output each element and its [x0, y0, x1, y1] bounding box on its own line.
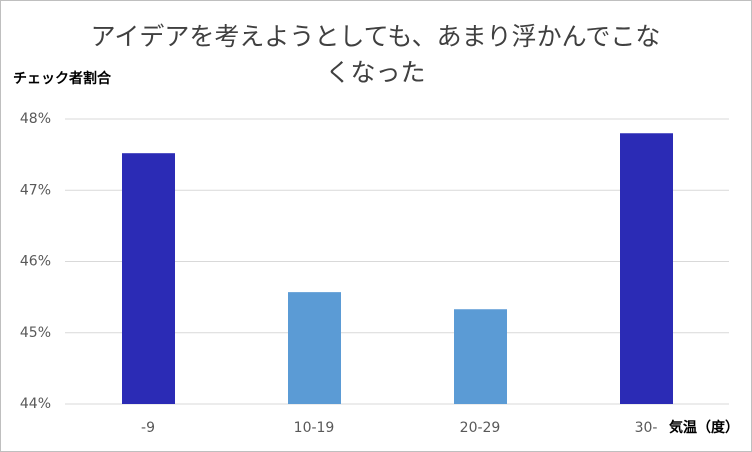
y-tick-label: 45%: [20, 325, 51, 341]
x-axis-label: 気温（度）: [669, 419, 739, 436]
x-tick-label: 30-: [635, 420, 658, 436]
x-tick-label: -9: [141, 420, 155, 436]
y-tick-label: 46%: [20, 254, 51, 270]
x-tick-label: 10-19: [294, 420, 335, 436]
y-tick-label: 44%: [20, 396, 51, 412]
y-axis-label: チェック者割合: [13, 70, 112, 87]
x-tick-label: 20-29: [460, 420, 501, 436]
bar: [620, 133, 673, 404]
y-tick-label: 48%: [20, 111, 51, 127]
bar: [122, 153, 175, 404]
bar: [288, 292, 341, 404]
y-tick-label: 47%: [20, 182, 51, 198]
bar: [454, 309, 507, 404]
chart-title: アイデアを考えようとしても、あまり浮かんでこなくなった: [90, 22, 661, 87]
